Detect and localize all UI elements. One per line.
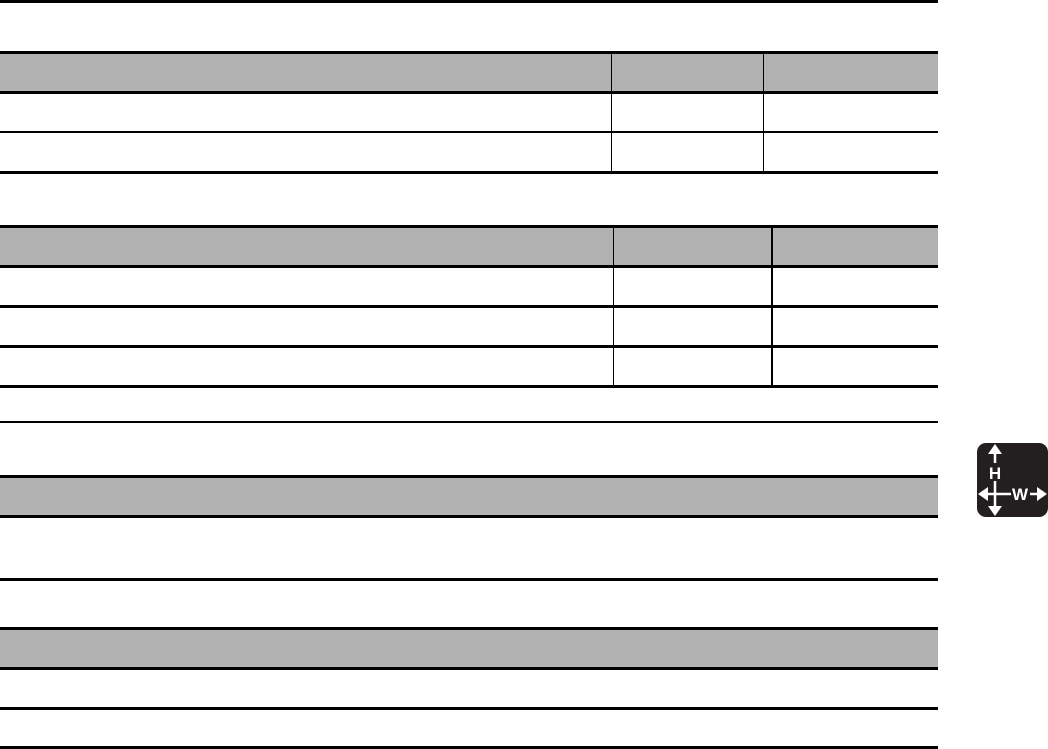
width-label: W — [1012, 485, 1029, 504]
column-divider — [771, 226, 773, 386]
table-border — [0, 627, 938, 630]
table-row-divider — [0, 305, 938, 308]
table-border — [0, 171, 938, 174]
height-label: H — [989, 464, 1001, 483]
table-header — [0, 53, 938, 91]
table-header — [0, 629, 938, 667]
table-border — [0, 746, 938, 749]
table-border — [0, 51, 938, 54]
table-row-divider — [0, 265, 938, 268]
table-header — [0, 227, 938, 265]
column-divider — [611, 52, 612, 172]
column-divider — [763, 52, 764, 172]
table-row-divider — [0, 131, 938, 133]
table-header — [0, 477, 938, 515]
section-rule — [0, 421, 938, 423]
top-rule — [0, 0, 938, 3]
table-border — [0, 475, 938, 478]
table-border — [0, 578, 938, 581]
table-row-divider — [0, 515, 938, 518]
table-border — [0, 225, 938, 228]
table-row-divider — [0, 91, 938, 94]
height-width-dimensions-icon: H W — [977, 443, 1048, 517]
table-row-divider — [0, 707, 938, 710]
table-row-divider — [0, 345, 938, 348]
column-divider — [613, 226, 614, 386]
table-border — [0, 385, 938, 388]
table-row-divider — [0, 667, 938, 670]
